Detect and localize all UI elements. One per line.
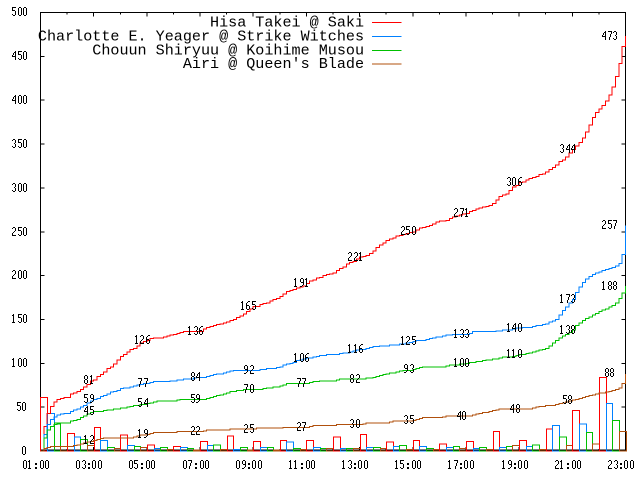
svg-text:Hisa Takei @ Saki: Hisa Takei @ Saki (210, 14, 364, 32)
svg-text:Chouun Shiryuu @ Koihime Musou: Chouun Shiryuu @ Koihime Musou (92, 41, 364, 59)
svg-text:Airi @ Queen's Blade: Airi @ Queen's Blade (183, 55, 364, 73)
svg-text:Charlotte E. Yeager @ Strike W: Charlotte E. Yeager @ Strike Witches (38, 27, 364, 45)
